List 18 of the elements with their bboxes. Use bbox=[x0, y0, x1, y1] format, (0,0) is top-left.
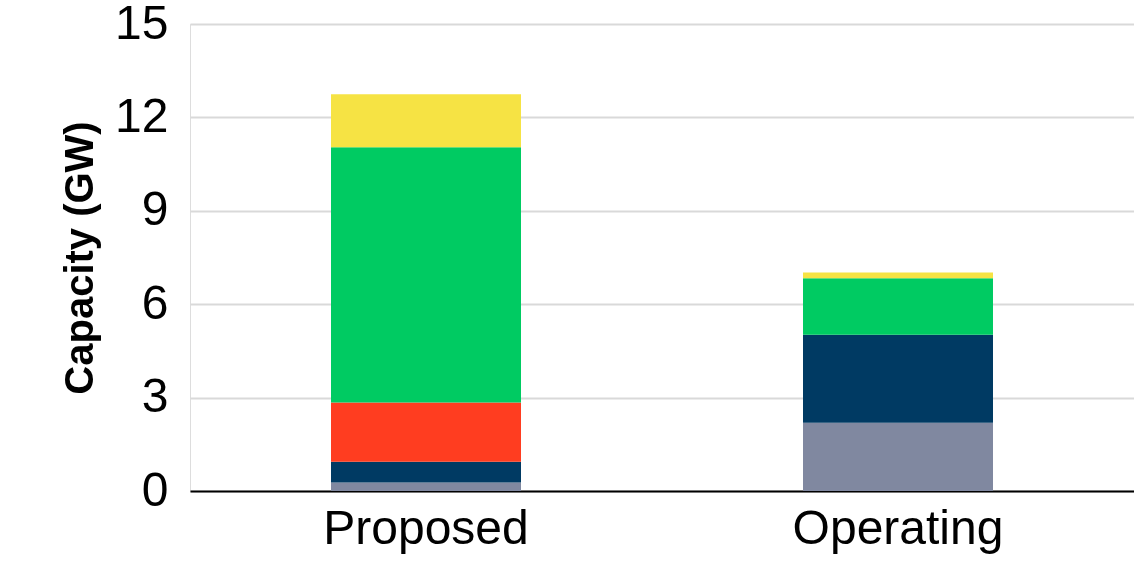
y-tick-label: 12 bbox=[115, 88, 169, 142]
bar bbox=[803, 334, 993, 423]
bar bbox=[331, 147, 521, 403]
x-tick-label: Operating bbox=[792, 500, 1004, 554]
bar bbox=[803, 278, 993, 335]
y-tick-label: 15 bbox=[115, 0, 169, 49]
bar bbox=[803, 422, 993, 491]
x-tick-label: Proposed bbox=[323, 500, 529, 554]
bar bbox=[331, 482, 521, 491]
bar bbox=[331, 402, 521, 462]
y-tick-label: 0 bbox=[141, 462, 169, 516]
bar bbox=[331, 461, 521, 483]
y-tick-label: 9 bbox=[141, 182, 169, 236]
y-axis-title: Capacity (GW) bbox=[57, 121, 102, 395]
y-tick-label: 6 bbox=[141, 275, 169, 329]
bar bbox=[331, 94, 521, 148]
bar bbox=[803, 272, 993, 279]
y-tick-label: 3 bbox=[141, 369, 169, 423]
